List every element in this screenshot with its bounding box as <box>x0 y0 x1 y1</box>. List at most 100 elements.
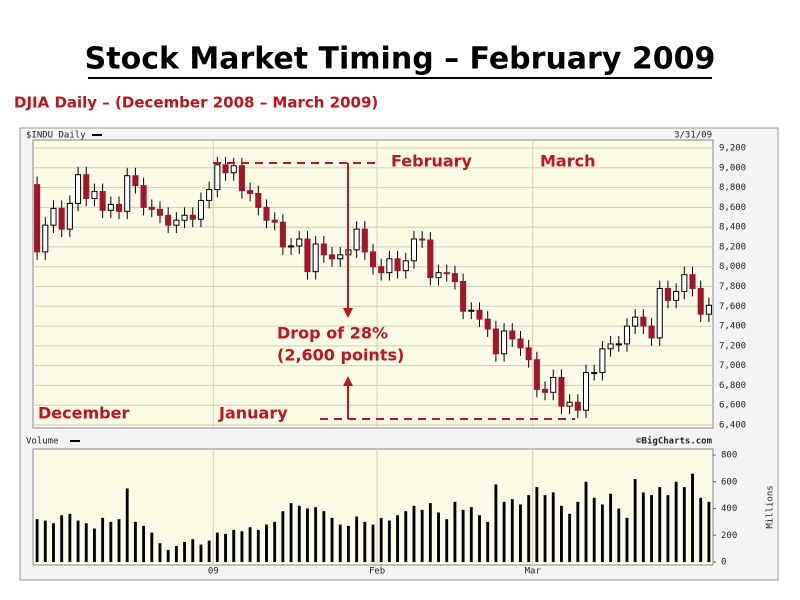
volume-bar <box>297 505 301 562</box>
candle-body <box>369 251 377 268</box>
candle-body <box>492 328 499 355</box>
candle-body <box>607 343 614 350</box>
volume-bar <box>453 501 457 562</box>
volume-bar <box>519 504 522 562</box>
volume-bar <box>674 481 678 562</box>
candle-body <box>328 254 336 260</box>
candle-body <box>148 206 155 210</box>
candle-body <box>623 325 631 345</box>
candle-body <box>705 304 712 315</box>
volume-bar <box>314 507 318 562</box>
volume-bar <box>224 533 227 562</box>
y-tick-label: 600 <box>721 477 737 487</box>
volume-bar <box>707 501 711 562</box>
volume-bar <box>682 487 686 562</box>
candle-body <box>173 219 180 226</box>
volume-bar <box>158 543 162 562</box>
candle-body <box>156 208 164 216</box>
candle-body <box>214 164 221 191</box>
volume-bar <box>84 523 88 562</box>
arrow-head <box>343 308 353 318</box>
volume-bar <box>306 508 309 562</box>
candle-body <box>34 184 41 253</box>
candle-body <box>222 164 229 174</box>
volume-bar <box>404 511 408 562</box>
annotation: January <box>218 404 288 423</box>
volume-bar <box>93 528 96 562</box>
volume-bar <box>428 503 432 562</box>
candle-body <box>132 175 139 187</box>
candle-body <box>296 238 303 247</box>
volume-bar <box>486 521 490 562</box>
volume-bar <box>609 493 613 562</box>
volume-bar <box>199 544 203 562</box>
candle-body <box>632 316 639 327</box>
candle-body <box>91 191 98 199</box>
volume-bar <box>248 527 252 562</box>
candle-body <box>288 245 295 248</box>
candle-body <box>566 401 573 407</box>
volume-bar <box>560 505 563 562</box>
volume-bar <box>281 511 285 562</box>
volume-bar <box>109 521 113 562</box>
volume-bar <box>437 512 440 562</box>
candle-body <box>574 401 581 411</box>
y-tick-label: 7,000 <box>719 361 746 371</box>
y-tick-label: 7,600 <box>719 302 746 312</box>
arrow-head <box>343 376 353 386</box>
candle-body <box>255 193 262 208</box>
volume-bar <box>43 520 47 562</box>
candle-body <box>468 309 475 312</box>
candle-body <box>230 165 237 174</box>
volume-bar <box>543 495 547 562</box>
volume-bar <box>527 495 531 562</box>
volume-bar <box>133 521 137 562</box>
volume-bar <box>166 549 170 562</box>
marks: 6,400 6,600 6,800 7,000 7,200 7,400 7,600 7,800… <box>33 140 746 577</box>
volume-bar <box>183 541 186 562</box>
y-tick-label: 8,000 <box>719 262 746 272</box>
candle-body <box>599 348 606 374</box>
volume-bar <box>510 499 514 562</box>
volume-bar <box>502 501 506 562</box>
candle-body <box>140 185 147 208</box>
candle-body <box>42 224 49 253</box>
candle-body <box>509 330 516 340</box>
candle-body <box>361 228 368 253</box>
volume-bar <box>346 525 350 562</box>
volume-bar <box>101 517 105 562</box>
annotation: Drop of 28% <box>277 324 388 343</box>
candle-body <box>75 174 82 204</box>
volume-bar <box>289 503 293 562</box>
candle-body <box>304 238 311 273</box>
candle-body <box>484 318 491 330</box>
volume-bar <box>617 508 621 562</box>
candle-body <box>181 214 188 221</box>
candle-body <box>664 287 671 301</box>
candle-body <box>238 165 245 192</box>
candle-body <box>394 258 401 272</box>
candle-body <box>517 338 524 349</box>
candle-body <box>476 309 483 320</box>
annotations: December January February March Drop of … <box>38 152 595 423</box>
volume-bar <box>338 524 342 562</box>
source-label: ©BigCharts.com <box>636 436 712 447</box>
volume-bar <box>142 525 146 562</box>
y-tick-label: 400 <box>721 504 737 514</box>
volume-bar <box>60 515 64 562</box>
candle-body <box>320 243 327 256</box>
candle-body <box>107 203 114 211</box>
candle-body <box>58 207 65 230</box>
volume-bar <box>396 515 400 562</box>
volume-bar <box>265 524 268 562</box>
volume-bar <box>117 519 121 562</box>
volume-bar <box>600 504 604 562</box>
candle-body <box>419 238 426 241</box>
volume-bar <box>412 505 416 562</box>
volume-bar <box>551 492 555 562</box>
volume-bar <box>535 487 539 562</box>
y-tick-label: 6,600 <box>719 401 746 411</box>
candle-body <box>279 221 286 248</box>
volume-bar <box>568 513 572 562</box>
